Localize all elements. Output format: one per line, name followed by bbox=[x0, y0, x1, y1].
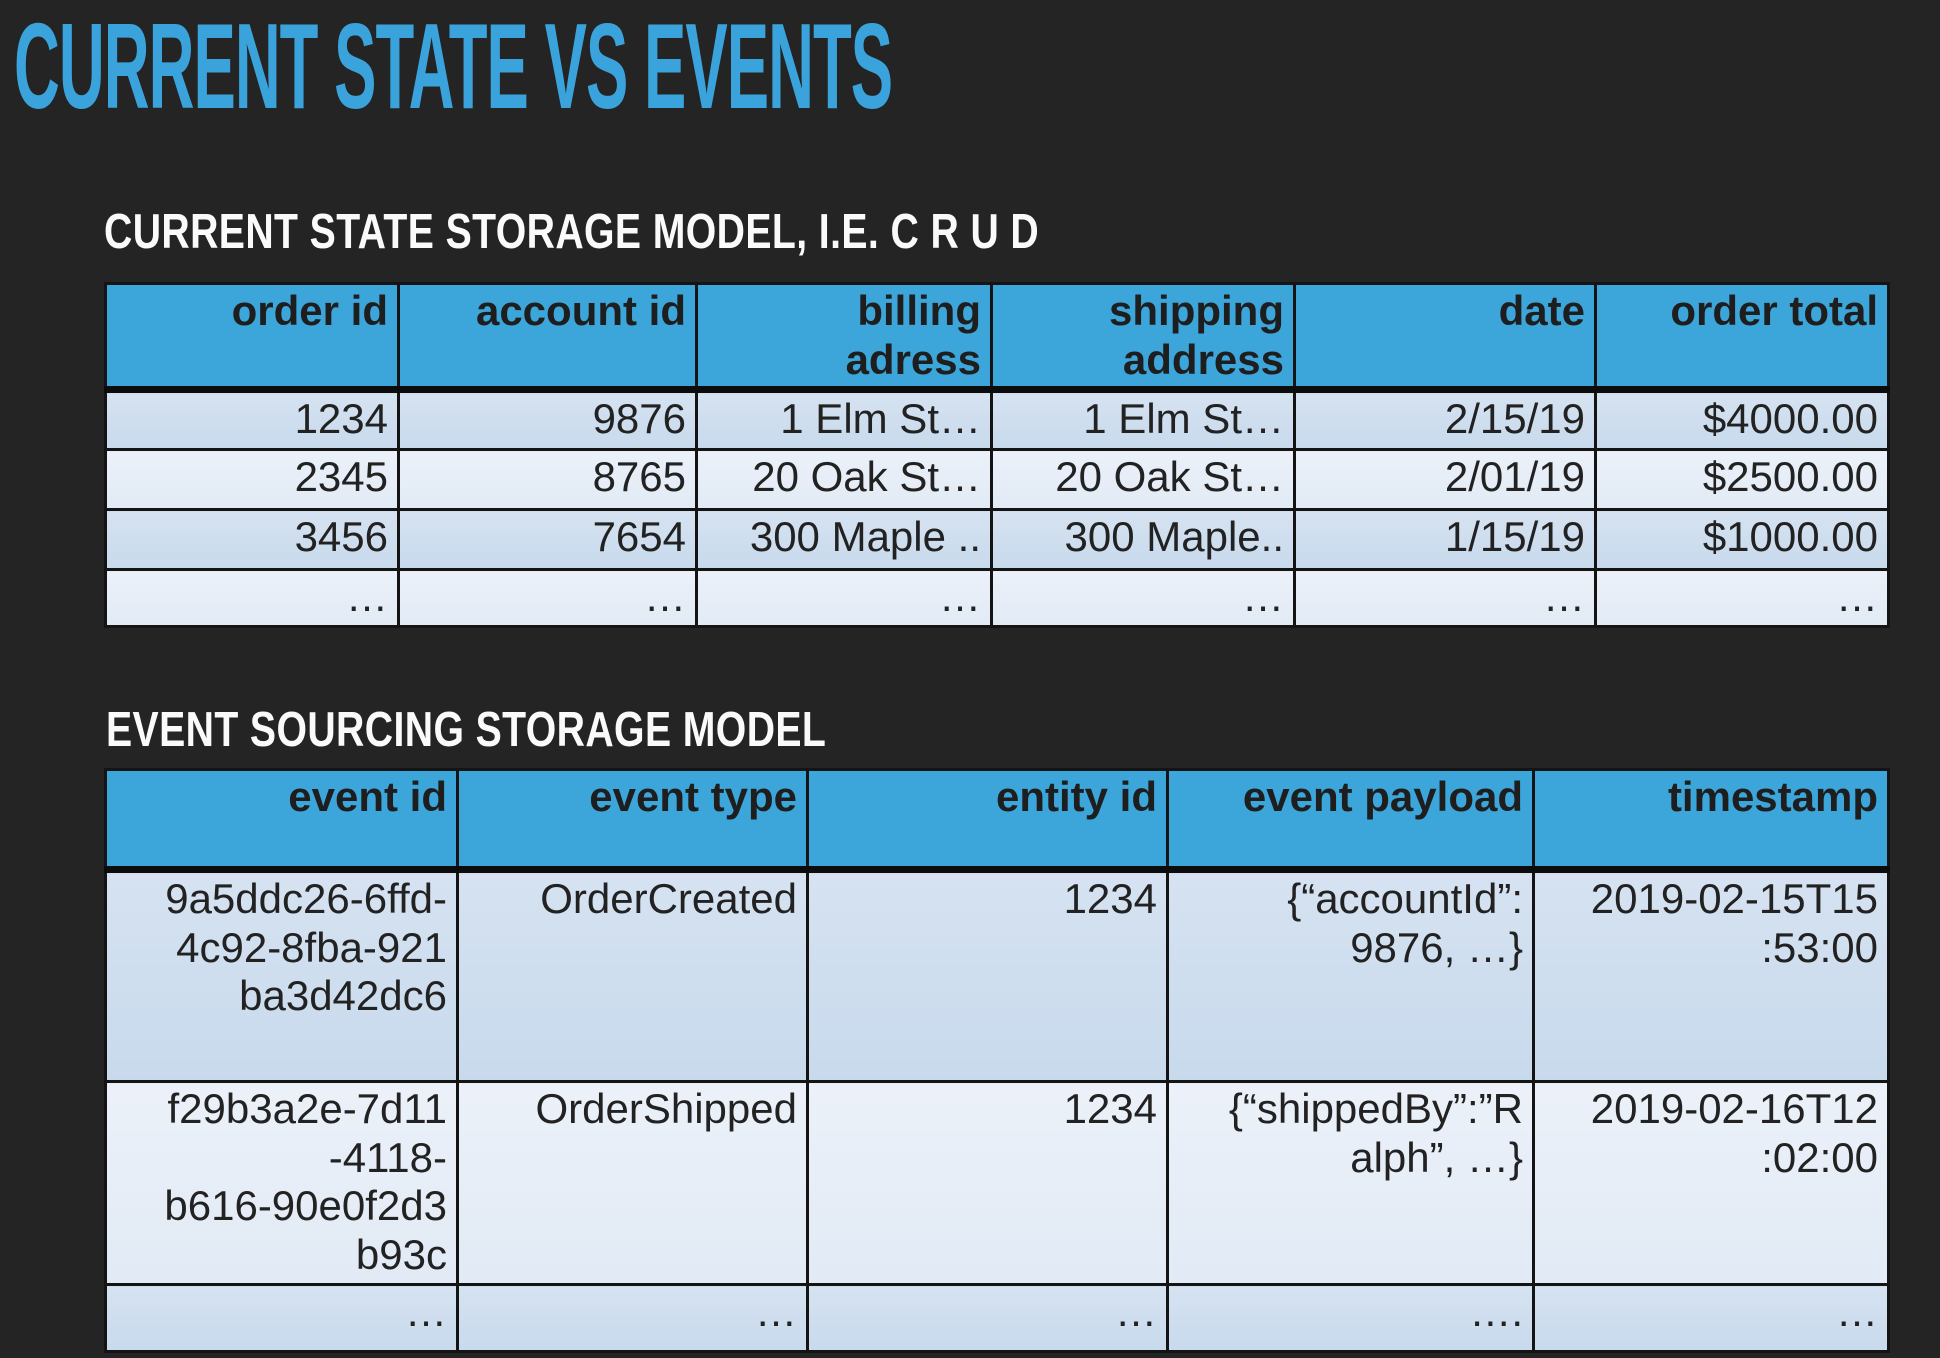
table-cell: 2/15/19 bbox=[1293, 388, 1597, 452]
table-cell: 1234 bbox=[806, 868, 1169, 1083]
column-header: account id bbox=[397, 281, 698, 394]
crud-state-table: order id account id billing adress shipping… bbox=[104, 281, 1890, 629]
column-header: event type bbox=[456, 768, 809, 873]
table-cell: …. bbox=[1166, 1283, 1535, 1353]
table-cell: 2/01/19 bbox=[1293, 448, 1597, 512]
column-header: order id bbox=[104, 281, 400, 394]
table-cell: 9a5ddc26-6ffd- 4c92-8fba-921 ba3d42dc6 bbox=[104, 868, 459, 1083]
table-cell: 1/15/19 bbox=[1293, 508, 1597, 572]
table-cell: 9876 bbox=[397, 388, 698, 452]
table-cell: … bbox=[456, 1283, 809, 1353]
table-cell: 8765 bbox=[397, 448, 698, 512]
column-header: timestamp bbox=[1532, 768, 1890, 873]
table-row: 2345 8765 20 Oak St… 20 Oak St… 2/01/19 $2500… bbox=[104, 448, 1890, 512]
crud-section-heading: CURRENT STATE STORAGE MODEL, I.E. C R U … bbox=[104, 205, 1040, 259]
column-header: event payload bbox=[1166, 768, 1535, 873]
column-header: entity id bbox=[806, 768, 1169, 873]
table-row: 3456 7654 300 Maple .. 300 Maple.. 1/15/19 $1… bbox=[104, 508, 1890, 572]
table-cell: … bbox=[990, 568, 1296, 629]
table-cell: f29b3a2e-7d11 -4118- b616-90e0f2d3 b93c bbox=[104, 1080, 459, 1286]
slide-title: CURRENT STATE VS EVENTS bbox=[14, 0, 893, 134]
table-cell: 2019-02-15T15 :53:00 bbox=[1532, 868, 1890, 1083]
table-cell: … bbox=[806, 1283, 1169, 1353]
table-cell: 1234 bbox=[104, 388, 400, 452]
column-header: event id bbox=[104, 768, 459, 873]
table-row: ……………… bbox=[104, 568, 1890, 629]
table-cell: … bbox=[104, 568, 400, 629]
table-cell: 300 Maple.. bbox=[990, 508, 1296, 572]
table-row: 1234 9876 1 Elm St… 1 Elm St… 2/15/19 $4000.0… bbox=[104, 388, 1890, 452]
table-cell: 300 Maple .. bbox=[695, 508, 993, 572]
table-cell: 3456 bbox=[104, 508, 400, 572]
table-cell: 7654 bbox=[397, 508, 698, 572]
table-cell: $1000.00 bbox=[1594, 508, 1890, 572]
table-cell: … bbox=[1293, 568, 1597, 629]
table-header-row: event id event type entity id event payload… bbox=[104, 768, 1890, 873]
table-cell: … bbox=[397, 568, 698, 629]
column-header: date bbox=[1293, 281, 1597, 394]
table-cell: 2019-02-16T12 :02:00 bbox=[1532, 1080, 1890, 1286]
table-cell: 20 Oak St… bbox=[990, 448, 1296, 512]
event-section-heading: EVENT SOURCING STORAGE MODEL bbox=[106, 703, 827, 757]
table-cell: $2500.00 bbox=[1594, 448, 1890, 512]
table-cell: $4000.00 bbox=[1594, 388, 1890, 452]
table-row: 9a5ddc26-6ffd- 4c92-8fba-921 ba3d42dc6 Or… bbox=[104, 868, 1890, 1083]
table-cell: {“shippedBy”:”R alph”, …} bbox=[1166, 1080, 1535, 1286]
table-cell: 1 Elm St… bbox=[695, 388, 993, 452]
table-cell: {“accountId”: 9876, …} bbox=[1166, 868, 1535, 1083]
table-cell: OrderCreated bbox=[456, 868, 809, 1083]
table-cell: … bbox=[104, 1283, 459, 1353]
table-cell: … bbox=[695, 568, 993, 629]
table-row: f29b3a2e-7d11 -4118- b616-90e0f2d3 b93c O… bbox=[104, 1080, 1890, 1286]
table-cell: 20 Oak St… bbox=[695, 448, 993, 512]
column-header: billing adress bbox=[695, 281, 993, 394]
column-header: shipping address bbox=[990, 281, 1296, 394]
table-cell: OrderShipped bbox=[456, 1080, 809, 1286]
column-header: order total bbox=[1594, 281, 1890, 394]
table-row: ………….… bbox=[104, 1283, 1890, 1353]
table-cell: 1234 bbox=[806, 1080, 1169, 1286]
table-cell: 1 Elm St… bbox=[990, 388, 1296, 452]
table-header-row: order id account id billing adress shipping… bbox=[104, 281, 1890, 394]
event-sourcing-table: event id event type entity id event payload… bbox=[104, 768, 1890, 1353]
table-cell: … bbox=[1594, 568, 1890, 629]
table-cell: … bbox=[1532, 1283, 1890, 1353]
table-cell: 2345 bbox=[104, 448, 400, 512]
